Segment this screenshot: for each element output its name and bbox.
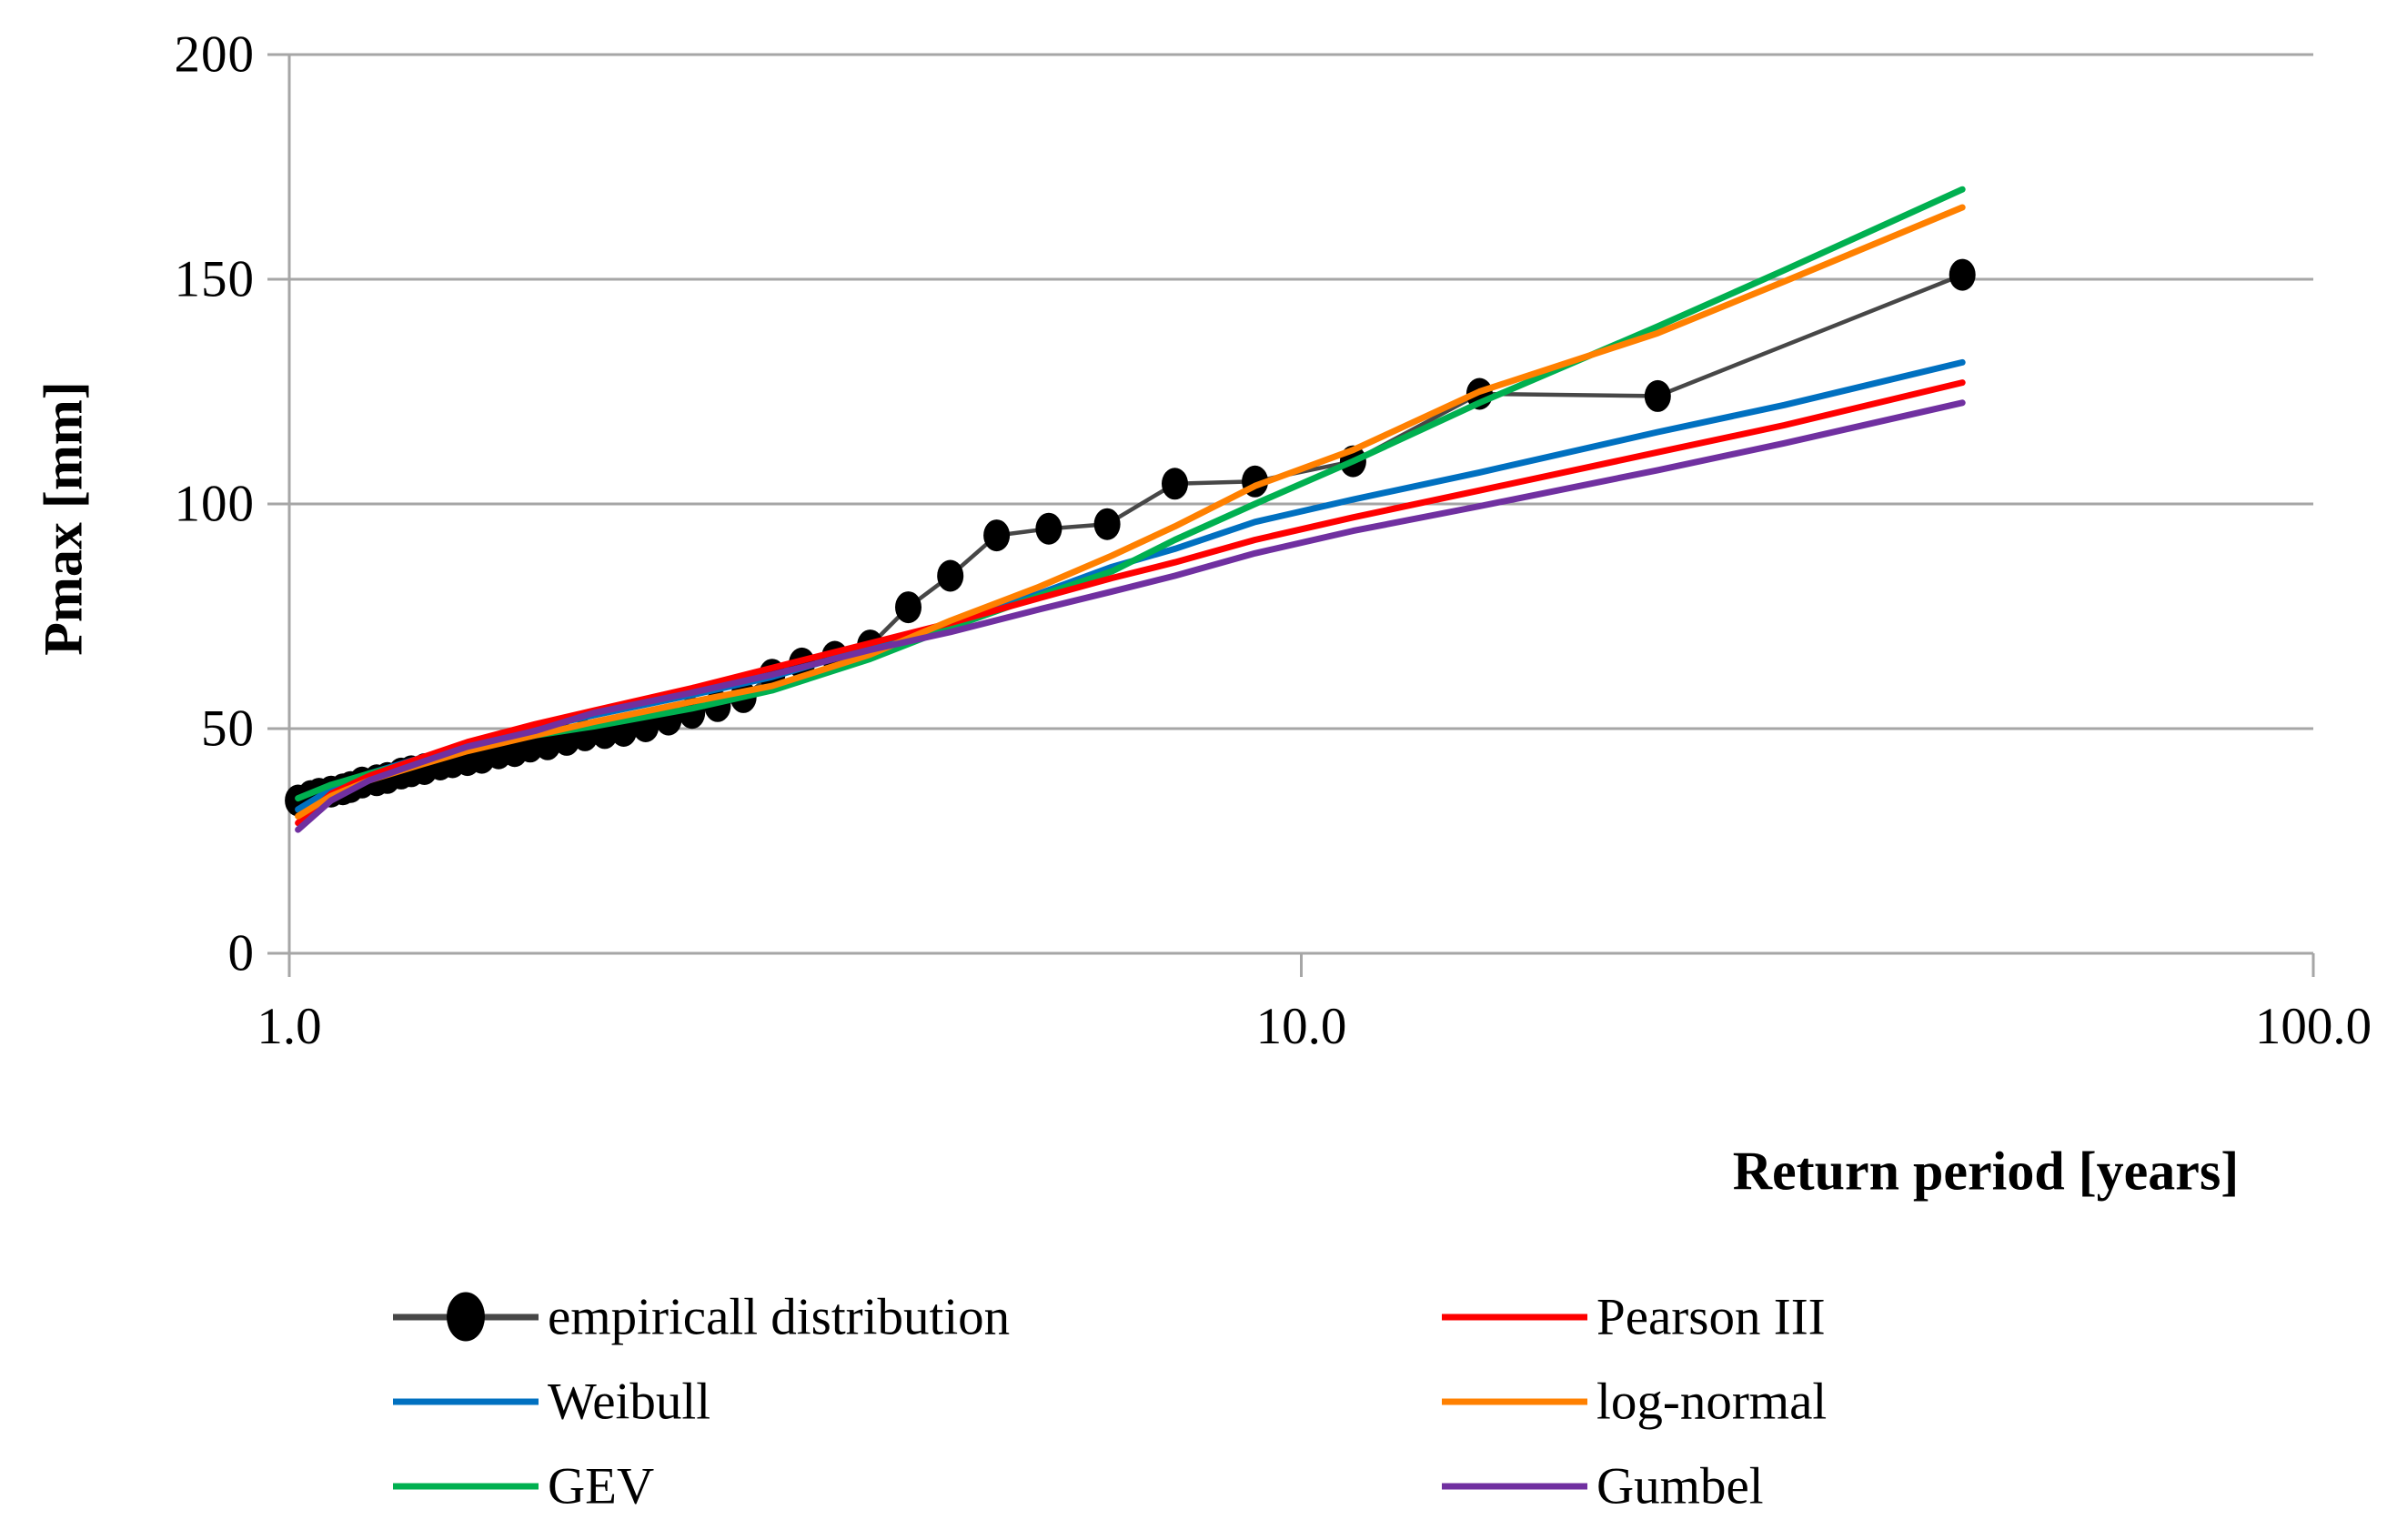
series-line-gev — [295, 186, 1966, 802]
y-tick-label-100: 100 — [174, 475, 255, 533]
y-tick-label-150: 150 — [174, 250, 255, 308]
y-tick-label-200: 200 — [174, 25, 255, 84]
empirical-point — [983, 519, 1011, 552]
x-axis-title: Return period [years] — [1732, 1141, 2240, 1202]
x-tick-label-10.0: 10.0 — [1255, 998, 1347, 1055]
y-axis-title: Pmax [mm] — [33, 381, 94, 656]
empirical-point — [937, 559, 964, 592]
x-tick-label-100.0: 100.0 — [2254, 998, 2372, 1055]
series-line-gumbel — [295, 399, 1966, 833]
empirical-point — [1644, 379, 1671, 412]
x-tick-label-1.0: 1.0 — [257, 998, 322, 1055]
empirical-point — [1093, 508, 1121, 540]
series-line-pearson — [295, 379, 1966, 827]
empirical-point — [1949, 258, 1976, 291]
y-tick-label-50: 50 — [201, 700, 255, 758]
empirical-point — [1035, 512, 1063, 545]
empirical-point — [1162, 468, 1188, 500]
y-tick-label-0: 0 — [227, 924, 255, 982]
empirical-point — [895, 591, 922, 624]
